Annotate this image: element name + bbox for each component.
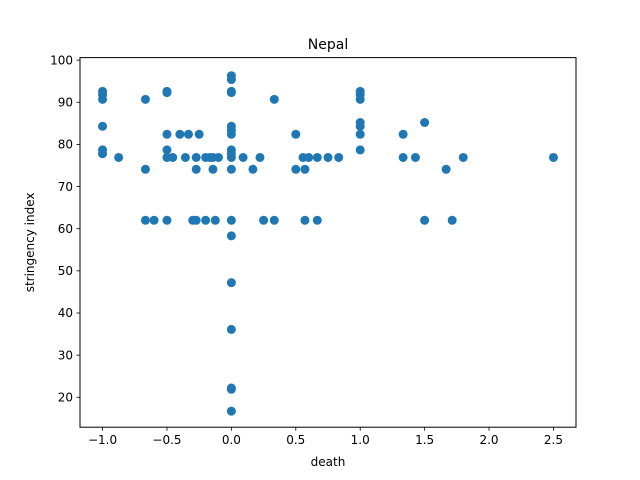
data-point bbox=[291, 129, 301, 139]
data-point bbox=[300, 164, 310, 174]
data-point bbox=[420, 118, 430, 128]
data-point bbox=[269, 215, 279, 225]
data-point bbox=[291, 164, 301, 174]
points-layer bbox=[98, 71, 558, 416]
data-point bbox=[140, 164, 150, 174]
data-point bbox=[162, 145, 172, 155]
data-point bbox=[114, 152, 124, 162]
data-point bbox=[162, 129, 172, 139]
data-point bbox=[355, 94, 365, 104]
data-point bbox=[226, 129, 236, 139]
data-point bbox=[458, 152, 468, 162]
data-point bbox=[226, 88, 236, 98]
x-tick-label: 1.0 bbox=[351, 433, 370, 447]
data-point bbox=[355, 145, 365, 155]
data-point bbox=[226, 215, 236, 225]
x-tick-label: 0.5 bbox=[286, 433, 305, 447]
x-axis-label: death bbox=[311, 455, 346, 469]
data-point bbox=[191, 215, 201, 225]
data-point bbox=[226, 231, 236, 241]
data-point bbox=[441, 164, 451, 174]
plot-frame bbox=[79, 57, 577, 428]
data-point bbox=[226, 406, 236, 416]
data-point bbox=[323, 152, 333, 162]
data-point bbox=[300, 215, 310, 225]
data-point bbox=[194, 129, 204, 139]
y-tick-label: 50 bbox=[58, 264, 73, 278]
data-point bbox=[248, 164, 258, 174]
x-tick-label: 2.0 bbox=[479, 433, 498, 447]
data-point bbox=[226, 164, 236, 174]
data-point bbox=[238, 152, 248, 162]
y-tick-label: 30 bbox=[58, 348, 73, 362]
data-point bbox=[312, 152, 322, 162]
data-point bbox=[226, 324, 236, 334]
data-point bbox=[140, 94, 150, 104]
data-point bbox=[180, 152, 190, 162]
data-point bbox=[162, 215, 172, 225]
data-point bbox=[355, 129, 365, 139]
data-point bbox=[168, 152, 178, 162]
y-tick-label: 100 bbox=[50, 53, 73, 67]
y-tick-label: 70 bbox=[58, 180, 73, 194]
data-point bbox=[183, 129, 193, 139]
x-tick-label: 2.5 bbox=[544, 433, 563, 447]
y-tick-label: 40 bbox=[58, 306, 73, 320]
data-point bbox=[398, 129, 408, 139]
data-point bbox=[213, 152, 223, 162]
data-point bbox=[226, 75, 236, 85]
y-tick-label: 90 bbox=[58, 95, 73, 109]
y-tick-label: 80 bbox=[58, 138, 73, 152]
y-tick-label: 60 bbox=[58, 222, 73, 236]
data-point bbox=[447, 215, 457, 225]
data-point bbox=[140, 215, 150, 225]
data-point bbox=[355, 121, 365, 131]
data-point bbox=[420, 215, 430, 225]
data-point bbox=[304, 152, 314, 162]
data-point bbox=[208, 164, 218, 174]
x-tick-label: 1.5 bbox=[415, 433, 434, 447]
data-point bbox=[191, 164, 201, 174]
data-point bbox=[226, 152, 236, 162]
data-point bbox=[226, 278, 236, 288]
data-point bbox=[226, 384, 236, 394]
data-point bbox=[548, 152, 558, 162]
x-tick-label: −0.5 bbox=[152, 433, 181, 447]
x-tick-label: −1.0 bbox=[88, 433, 117, 447]
data-point bbox=[175, 129, 185, 139]
data-point bbox=[98, 149, 108, 159]
data-point bbox=[98, 94, 108, 104]
data-point bbox=[312, 215, 322, 225]
data-point bbox=[255, 152, 265, 162]
y-axis-label: stringency index bbox=[23, 193, 37, 293]
data-point bbox=[162, 88, 172, 98]
data-point bbox=[149, 215, 159, 225]
data-point bbox=[98, 121, 108, 131]
x-tick-label: 0.0 bbox=[222, 433, 241, 447]
chart-title: Nepal bbox=[308, 37, 348, 53]
y-tick-label: 20 bbox=[58, 390, 73, 404]
data-point bbox=[398, 152, 408, 162]
data-point bbox=[410, 152, 420, 162]
data-point bbox=[269, 94, 279, 104]
data-point bbox=[334, 152, 344, 162]
x-axis-ticks: −1.0 −0.5 0.0 0.5 1.0 1.5 2.0 2.5 bbox=[88, 427, 563, 447]
data-point bbox=[201, 215, 211, 225]
y-axis-ticks: 20 30 40 50 60 70 80 90 100 bbox=[50, 53, 80, 404]
data-point bbox=[191, 152, 201, 162]
data-point bbox=[259, 215, 269, 225]
data-point bbox=[210, 215, 220, 225]
